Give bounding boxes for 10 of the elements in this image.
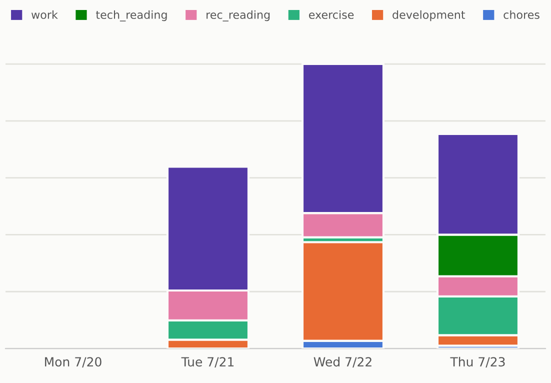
legend-label: rec_reading (206, 10, 270, 22)
legend-label: chores (504, 10, 540, 19)
x-tick-label: Tue 7/21 (181, 357, 234, 368)
x-tick-label: Thu 7/23 (450, 356, 505, 368)
x-tick-label: Wed 7/22 (314, 356, 372, 368)
x-tick-label: Mon 7/20 (45, 357, 102, 368)
legend-label: exercise (308, 10, 354, 19)
legend-label: work (32, 10, 58, 19)
legend-label: tech_reading (96, 10, 167, 22)
legend-label: development (392, 10, 466, 22)
